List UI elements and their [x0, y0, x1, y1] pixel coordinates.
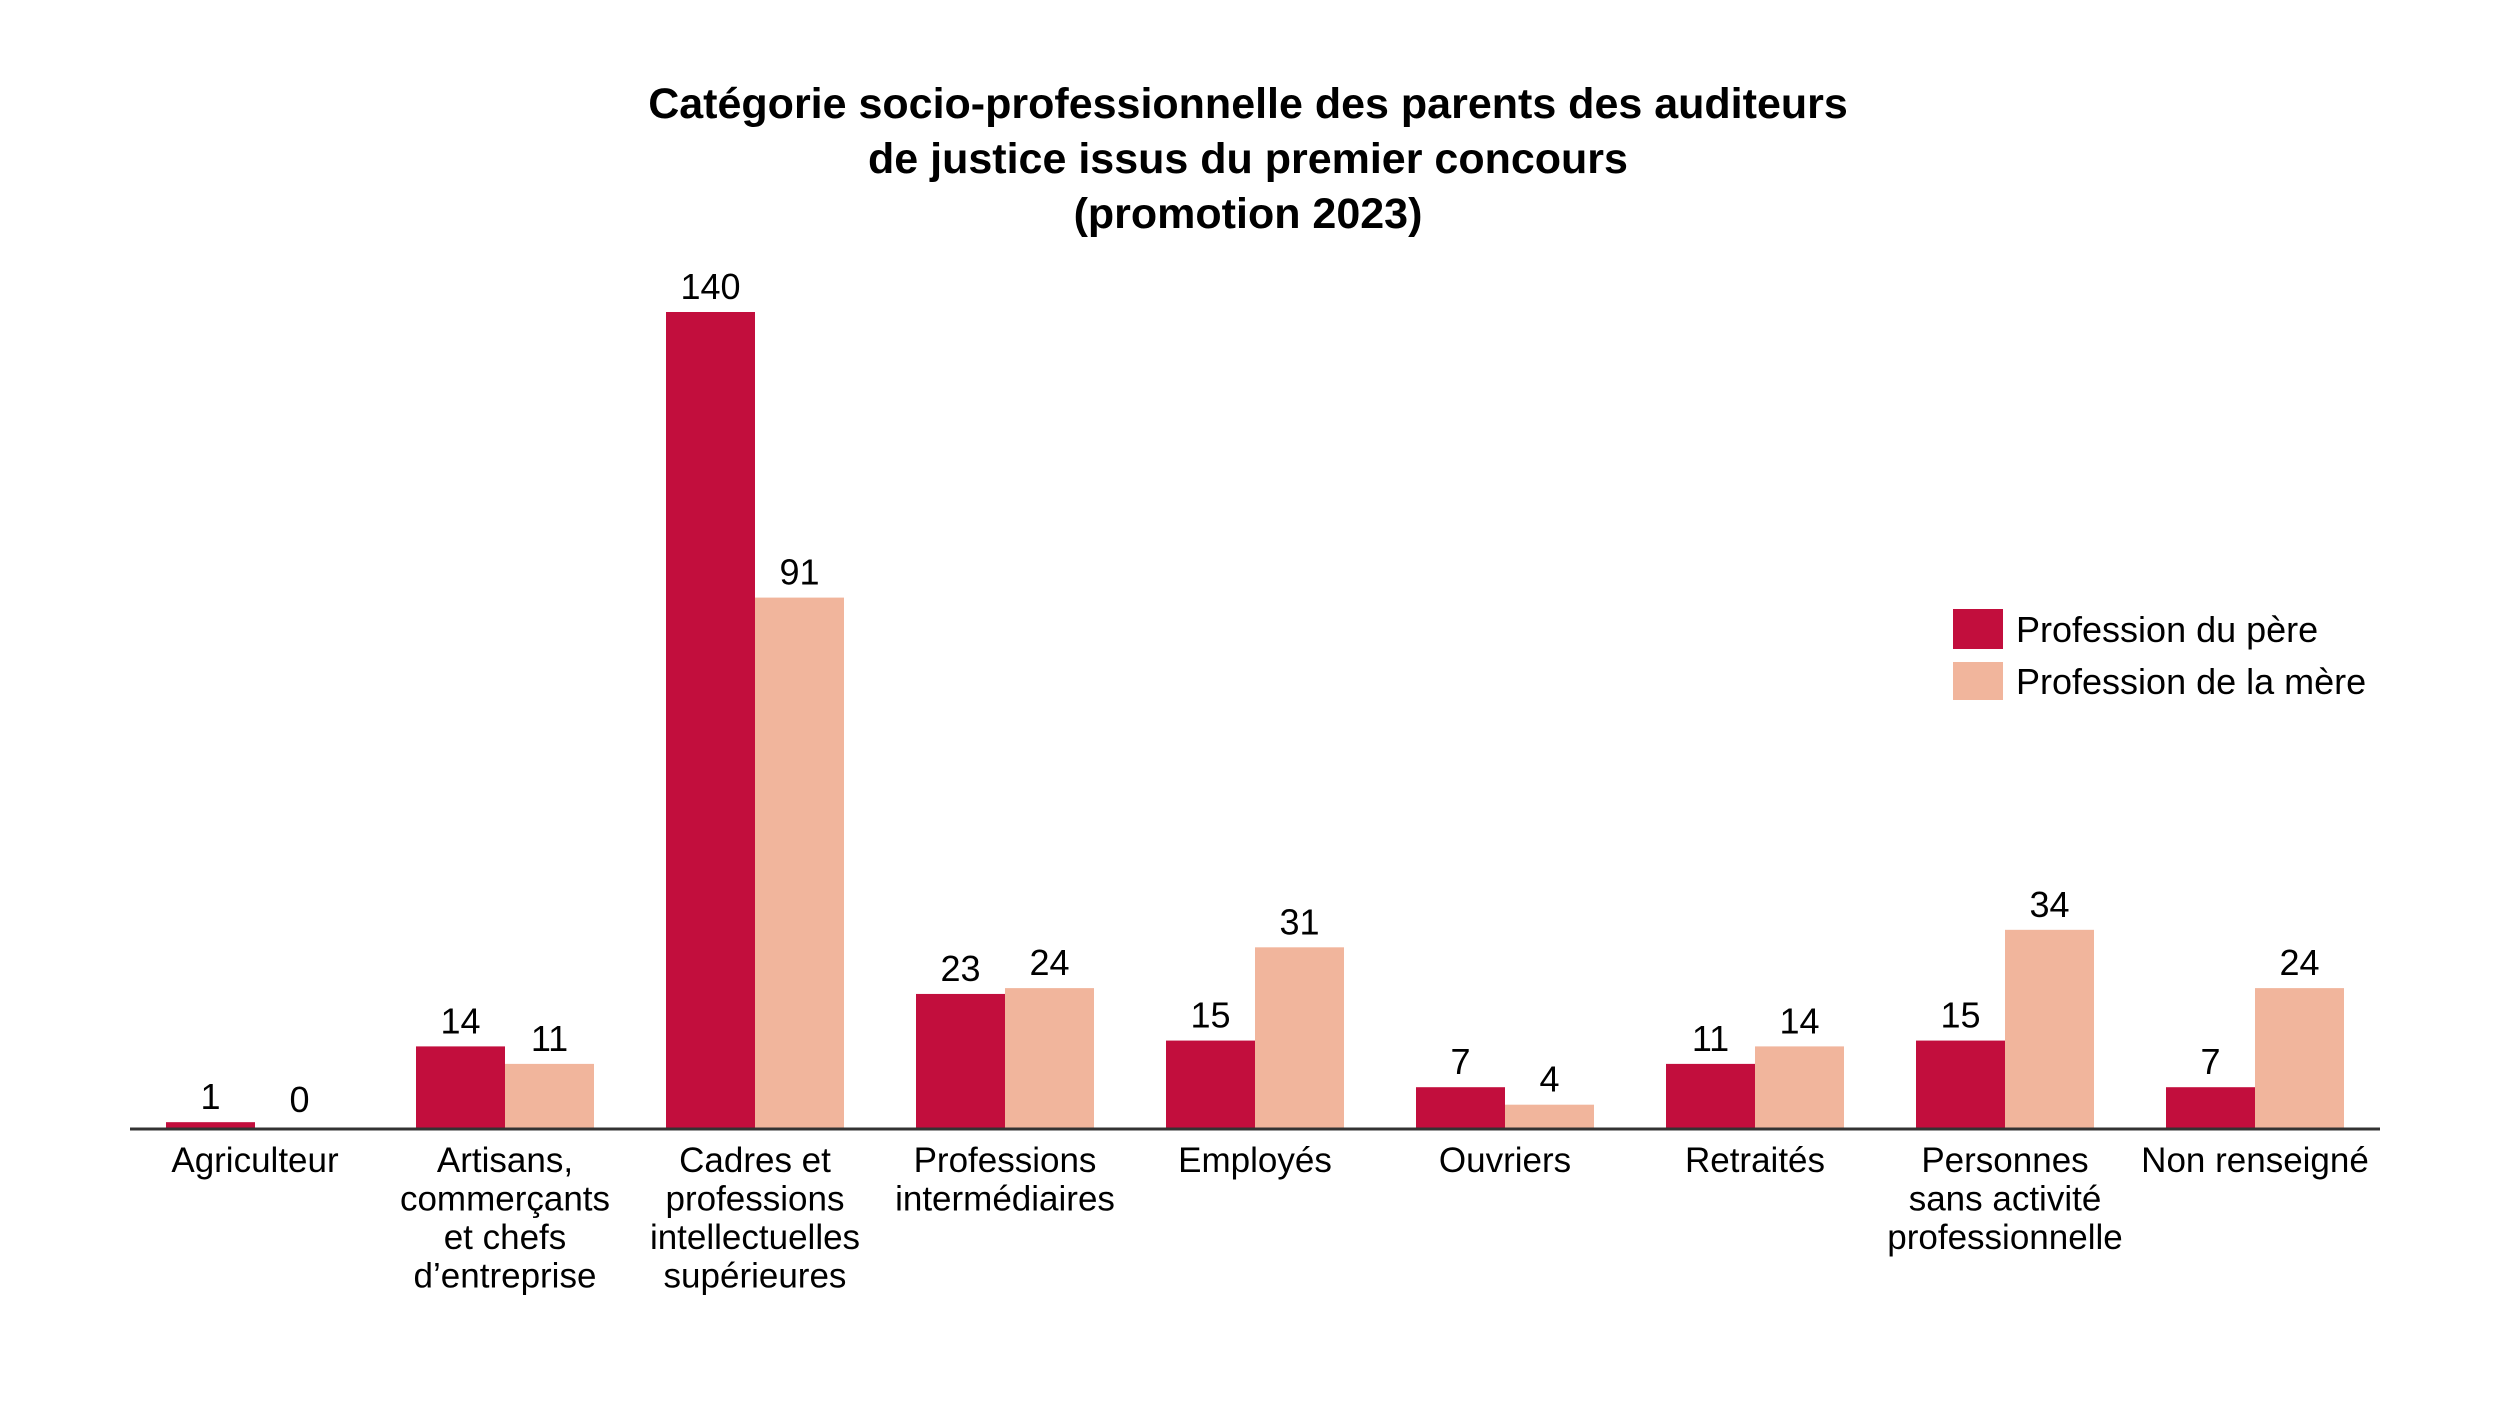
category-label-line: Agriculteur	[171, 1141, 339, 1180]
data-label-father: 23	[940, 948, 980, 989]
category-label-line: professions	[666, 1180, 845, 1219]
chart-title-line-1: Catégorie socio-professionnelle des pare…	[648, 80, 1848, 128]
data-label-mother: 24	[1029, 942, 1069, 983]
data-label-father: 7	[2200, 1041, 2220, 1082]
data-label-mother: 24	[2279, 942, 2319, 983]
data-label-mother: 34	[2029, 884, 2069, 925]
chart-title-line-3: (promotion 2023)	[1074, 190, 1423, 238]
bar-father	[1166, 1040, 1255, 1128]
category-label-line: sans activité	[1909, 1180, 2102, 1219]
category-label-line: Ouvriers	[1439, 1141, 1571, 1180]
bars-group	[166, 312, 2344, 1128]
data-label-father: 140	[680, 266, 740, 307]
bar-father	[1916, 1040, 2005, 1128]
category-label: Cadres et professions intellectuelles supér…	[650, 1141, 860, 1296]
category-label-line: intermédiaires	[895, 1180, 1115, 1219]
category-label-line: et chefs	[444, 1218, 567, 1257]
category-label: Retraités	[1685, 1141, 1825, 1180]
data-label-father: 14	[440, 1000, 480, 1041]
category-label-line: supérieures	[664, 1257, 847, 1296]
data-label-mother: 14	[1779, 1000, 1819, 1041]
category-label-line: Artisans,	[437, 1141, 573, 1180]
category-label-line: professionnelle	[1887, 1218, 2122, 1257]
category-label: Personnes sans activité professionnelle	[1887, 1141, 2122, 1257]
chart-title-line-2: de justice issus du premier concours	[868, 135, 1628, 183]
legend-label-father: Profession du père	[2016, 609, 2318, 650]
bar-father	[416, 1046, 505, 1128]
bar-mother	[2255, 988, 2344, 1128]
category-label-line: Cadres et	[679, 1141, 831, 1180]
category-label: Agriculteur	[171, 1141, 339, 1180]
bar-father	[1666, 1063, 1755, 1128]
category-label-line: commerçants	[400, 1180, 610, 1219]
bar-father	[666, 312, 755, 1128]
bar-mother	[755, 597, 844, 1128]
category-label-line: intellectuelles	[650, 1218, 860, 1257]
category-label: Employés	[1178, 1141, 1332, 1180]
data-label-father: 15	[1190, 995, 1230, 1036]
category-label: Ouvriers	[1439, 1141, 1571, 1180]
category-label-line: d’entreprise	[414, 1257, 597, 1296]
legend-swatch-father	[1953, 609, 2003, 649]
category-label-line: Personnes	[1921, 1141, 2088, 1180]
bar-mother	[1005, 988, 1094, 1128]
bar-father	[1416, 1087, 1505, 1128]
value-labels-group: 1 0 14 11 140 91 23 24 15 31 7 4 11 14 15 34 7 24	[200, 266, 2319, 1120]
data-label-mother: 31	[1279, 901, 1319, 942]
data-label-father: 15	[1940, 995, 1980, 1036]
bar-father	[166, 1122, 255, 1128]
legend: Profession du père Profession de la mère	[1953, 609, 2366, 702]
bar-mother	[1505, 1104, 1594, 1128]
data-label-father: 11	[1692, 1018, 1729, 1059]
category-labels-group: Agriculteur Artisans, commerçants et chefs d…	[171, 1141, 2368, 1296]
category-label-line: Professions	[914, 1141, 1097, 1180]
data-label-mother: 91	[779, 552, 819, 593]
legend-label-mother: Profession de la mère	[2016, 661, 2366, 702]
bar-mother	[2005, 929, 2094, 1128]
legend-swatch-mother	[1953, 662, 2003, 700]
bar-mother	[505, 1063, 594, 1128]
category-label: Professions intermédiaires	[895, 1141, 1115, 1219]
data-label-father: 1	[200, 1076, 220, 1117]
category-label: Non renseigné	[2141, 1141, 2369, 1180]
bar-father	[916, 993, 1005, 1128]
bar-mother	[1255, 947, 1344, 1128]
bar-father	[2166, 1087, 2255, 1128]
bar-mother	[1755, 1046, 1844, 1128]
category-label-line: Retraités	[1685, 1141, 1825, 1180]
data-label-mother: 11	[531, 1018, 568, 1059]
chart-title: Catégorie socio-professionnelle des pare…	[648, 80, 1848, 238]
category-label: Artisans, commerçants et chefs d’entreprise	[400, 1141, 610, 1296]
data-label-mother: 0	[289, 1079, 309, 1120]
category-label-line: Employés	[1178, 1141, 1332, 1180]
data-label-mother: 4	[1539, 1059, 1559, 1100]
category-label-line: Non renseigné	[2141, 1141, 2369, 1180]
data-label-father: 7	[1450, 1041, 1470, 1082]
